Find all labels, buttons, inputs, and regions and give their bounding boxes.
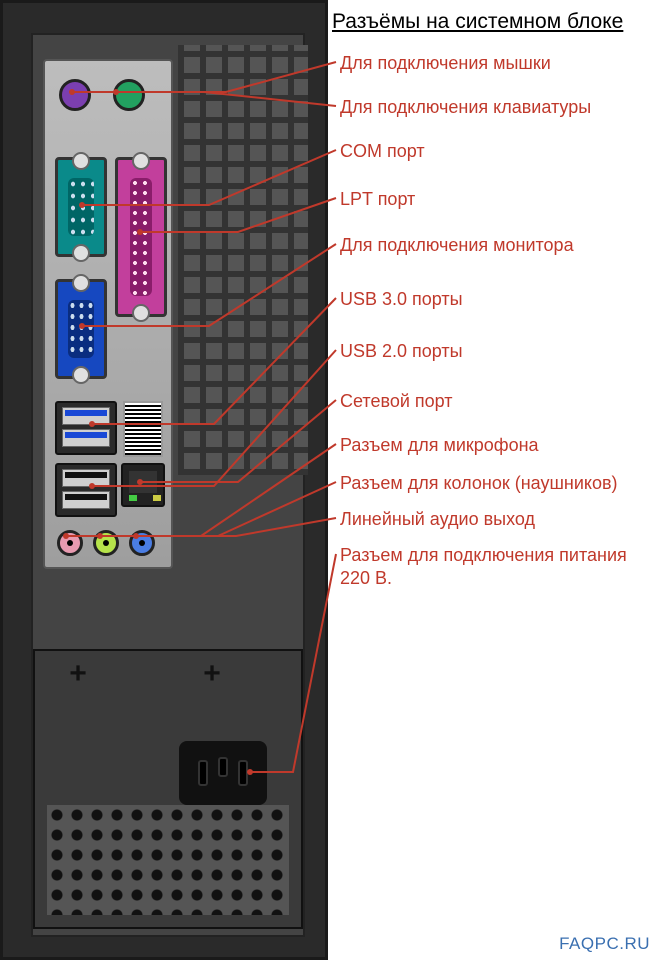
usb3-port (62, 407, 110, 425)
callout-keyboard: Для подключения клавиатуры (340, 96, 650, 119)
callout-mic: Разъем для микрофона (340, 434, 650, 457)
callout-power: Разъем для подключения питания 220 В. (340, 544, 650, 589)
diagram-title: Разъёмы на системном блоке (332, 10, 623, 34)
vga-port (55, 279, 107, 379)
callout-line: Линейный аудио выход (340, 508, 650, 531)
io-shield (43, 59, 173, 569)
source-credit: FAQPC.RU (559, 934, 650, 954)
barcode-sticker (123, 401, 163, 457)
screw-icon: + (195, 659, 229, 693)
usb2-block (55, 463, 117, 517)
callout-lpt: LPT порт (340, 188, 650, 211)
callout-mouse: Для подключения мышки (340, 52, 650, 75)
audio-jacks (53, 527, 167, 559)
callout-spk: Разъем для колонок (наушников) (340, 472, 650, 495)
callout-com: COM порт (340, 140, 650, 163)
pc-case: + + (0, 0, 328, 960)
usb2-port (62, 469, 110, 487)
psu-area: + + (33, 649, 303, 929)
power-inlet (179, 741, 267, 805)
audio-spk-jack (93, 530, 119, 556)
ps2-keyboard-port (59, 79, 91, 111)
vent-grid (178, 45, 308, 475)
ethernet-port (121, 463, 165, 507)
callout-usb3: USB 3.0 порты (340, 288, 650, 311)
screw-icon: + (61, 659, 95, 693)
callout-usb2: USB 2.0 порты (340, 340, 650, 363)
usb2-port (62, 491, 110, 509)
usb3-port (62, 429, 110, 447)
ps2-mouse-port (113, 79, 145, 111)
audio-mic-jack (57, 530, 83, 556)
callout-lan: Сетевой порт (340, 390, 650, 413)
com-port (55, 157, 107, 257)
lpt-port (115, 157, 167, 317)
audio-line-jack (129, 530, 155, 556)
usb3-block (55, 401, 117, 455)
psu-vent (47, 805, 289, 915)
callout-monitor: Для подключения монитора (340, 234, 650, 257)
